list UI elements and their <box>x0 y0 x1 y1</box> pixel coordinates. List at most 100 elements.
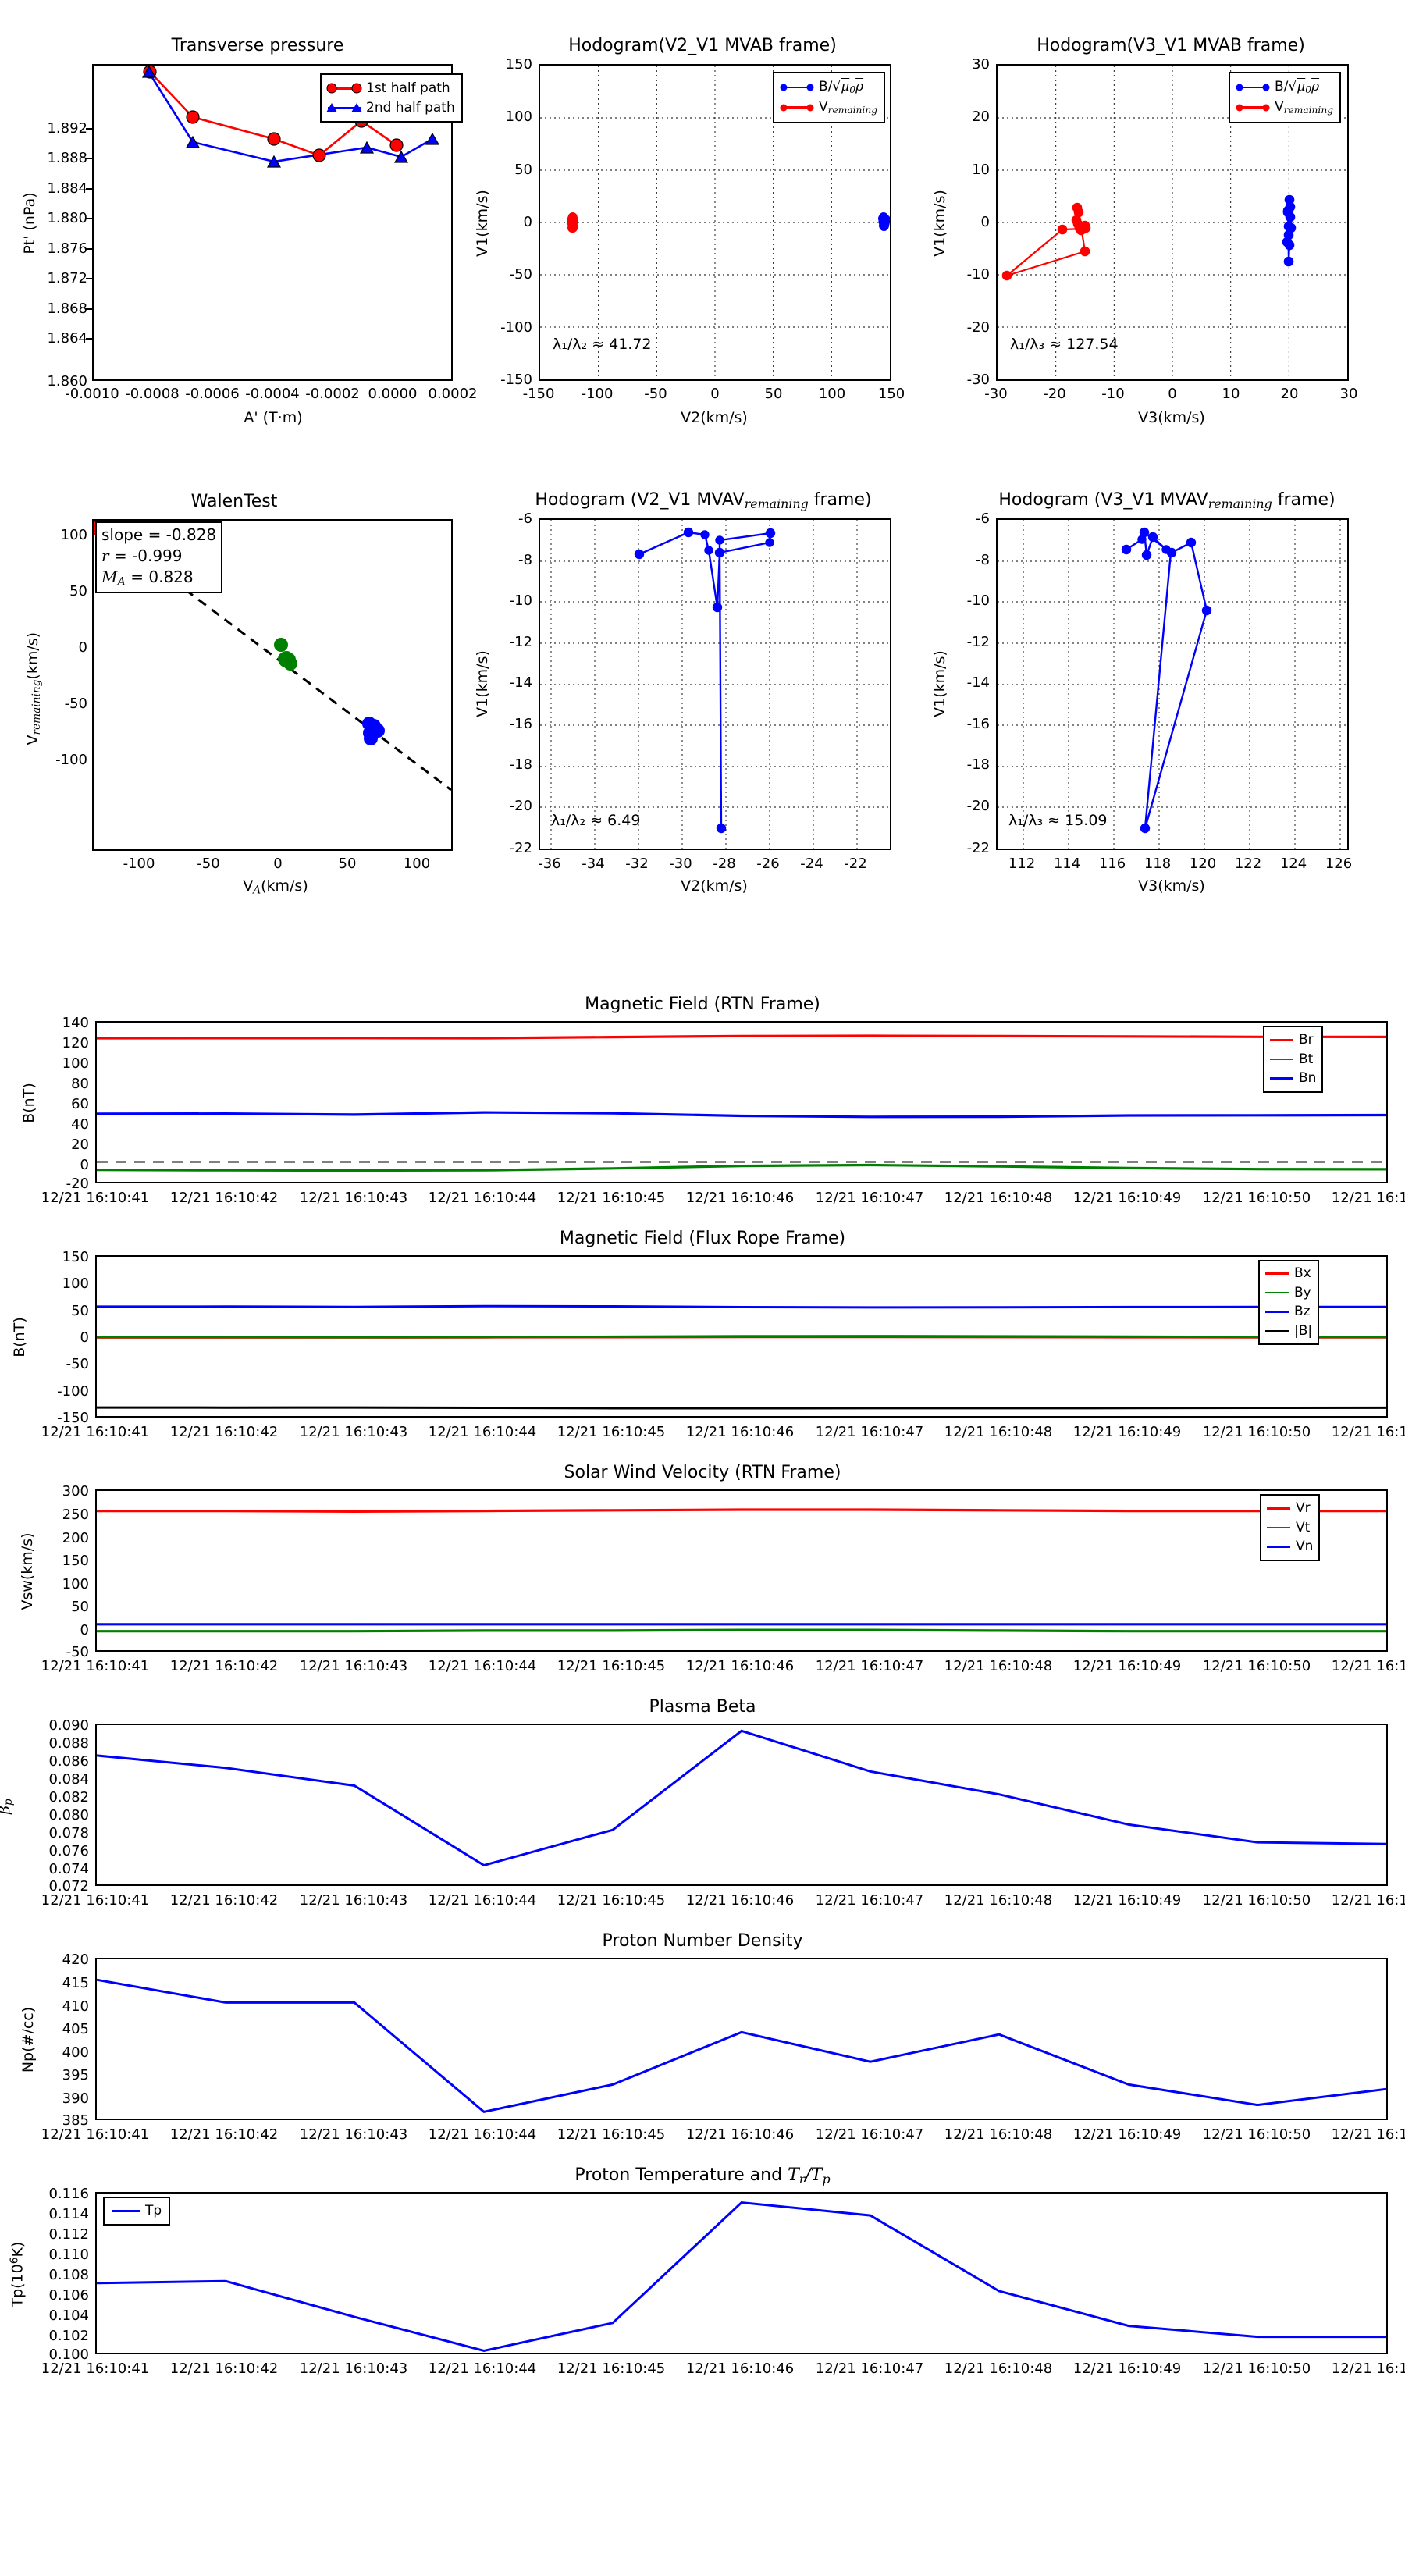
legend-swatch <box>1265 1287 1289 1298</box>
ytick: -22 <box>966 840 990 856</box>
ytick: -50 <box>509 266 532 283</box>
legend-swatch-triangle <box>326 102 362 113</box>
xtick: 12/21 16:10:44 <box>428 1190 537 1206</box>
xtick: 12/21 16:10:48 <box>944 1892 1053 1909</box>
legend-swatch <box>1270 1034 1293 1045</box>
ytick: -10 <box>966 592 990 609</box>
xtick: 12/21 16:10:43 <box>299 1190 408 1206</box>
y-axis-label: V1(km/s) <box>474 190 491 257</box>
ytick: -20 <box>966 798 990 814</box>
ytick: -8 <box>976 552 990 568</box>
ytick: 400 <box>62 2044 89 2061</box>
xtick: 114 <box>1053 856 1081 872</box>
xtick: 12/21 16:10:51 <box>1331 1658 1405 1674</box>
xtick: -30 <box>984 386 1008 402</box>
xtick: 12/21 16:10:41 <box>41 2126 150 2143</box>
y-axis-label: B(nT) <box>11 1317 28 1357</box>
legend-label: Bn <box>1299 1070 1317 1087</box>
xtick: 12/21 16:10:45 <box>557 1658 666 1674</box>
ytick: -6 <box>518 511 532 527</box>
legend-row: Bt <box>1270 1050 1316 1069</box>
y-axis-label: B(nT) <box>20 1083 37 1123</box>
legend-row: By <box>1265 1283 1312 1303</box>
xtick: 50 <box>764 386 783 402</box>
xtick: 12/21 16:10:49 <box>1072 2361 1182 2377</box>
series-vr <box>97 1508 1386 1514</box>
ytick: 100 <box>505 109 532 125</box>
legend-row: Bn <box>1270 1069 1316 1088</box>
xtick: -100 <box>123 856 155 872</box>
series-bt <box>97 1163 1386 1172</box>
ytick: 50 <box>69 583 87 600</box>
legend-row: Vt <box>1267 1518 1313 1538</box>
panel-transverse-pressure: Transverse pressure 1.892 1.888 1.884 1.… <box>0 0 477 468</box>
xtick: 12/21 16:10:49 <box>1072 1424 1182 1440</box>
ytick: 0.108 <box>48 2267 89 2283</box>
eigenvalue-ratio-annotation: λ₁/λ₂ ≈ 6.49 <box>551 812 641 829</box>
ytick: 0.110 <box>48 2247 89 2263</box>
legend-label: Vt <box>1296 1519 1311 1535</box>
ytick: -18 <box>966 756 990 773</box>
xtick: 12/21 16:10:47 <box>815 1190 924 1206</box>
ytick: 0.078 <box>48 1825 89 1841</box>
walen-stats-box: slope = -0.828 r = -0.999 MA = 0.828 <box>95 521 223 594</box>
xtick: 12/21 16:10:47 <box>815 1424 924 1440</box>
x-axis-label: V3(km/s) <box>1138 409 1205 426</box>
ytick: 100 <box>62 1576 89 1592</box>
ytick: 100 <box>60 527 87 543</box>
legend-label-b-alfven: B/√μ0ρ <box>1275 79 1320 96</box>
xtick: 12/21 16:10:43 <box>299 1424 408 1440</box>
series-canvas <box>540 520 890 849</box>
xtick: 20 <box>1280 386 1299 402</box>
xtick: 116 <box>1098 856 1126 872</box>
ytick: 20 <box>972 109 990 125</box>
legend-label: 1st half path <box>366 80 450 96</box>
xtick: 0 <box>710 386 720 402</box>
ytick: 0.072 <box>48 1878 89 1895</box>
ytick: 0 <box>80 1329 89 1346</box>
xtick: 0 <box>1168 386 1177 402</box>
series-canvas <box>97 1978 1386 2114</box>
legend-row: B/√μ0ρ <box>1236 77 1333 98</box>
legend-swatch <box>1267 1503 1290 1514</box>
series-bmag <box>97 1406 1386 1410</box>
ytick: 0.076 <box>48 1843 89 1859</box>
xtick: 12/21 16:10:44 <box>428 1892 537 1909</box>
legend-swatch <box>1265 1325 1289 1336</box>
xtick: 12/21 16:10:41 <box>41 1424 150 1440</box>
ytick: 0 <box>80 1157 89 1173</box>
plot-area <box>95 2192 1388 2354</box>
eigenvalue-ratio-annotation: λ₁/λ₃ ≈ 15.09 <box>1008 812 1108 829</box>
xtick: 10 <box>1222 386 1240 402</box>
ytick: 0 <box>78 639 87 656</box>
legend-swatch <box>1270 1073 1293 1084</box>
xtick: 12/21 16:10:50 <box>1202 1190 1311 1206</box>
legend-swatch-circle <box>326 83 362 94</box>
xtick: 12/21 16:10:45 <box>557 2126 666 2143</box>
xtick: 12/21 16:10:51 <box>1331 1190 1405 1206</box>
ytick: 50 <box>71 1599 89 1615</box>
series-canvas <box>97 2201 1386 2353</box>
y-axis-label: Np(#/cc) <box>20 2006 37 2073</box>
xtick: -0.0010 <box>65 386 119 402</box>
panel-title: Hodogram(V2_V1 MVAB frame) <box>568 36 837 55</box>
ytick: -20 <box>66 1176 89 1192</box>
xtick: 122 <box>1234 856 1262 872</box>
xtick: 12/21 16:10:42 <box>169 1658 279 1674</box>
xtick: 12/21 16:10:49 <box>1072 2126 1182 2143</box>
xtick: 12/21 16:10:42 <box>169 2361 279 2377</box>
xtick: -10 <box>1101 386 1125 402</box>
ytick: 0 <box>523 214 532 230</box>
legend-label-v-remaining: Vremaining <box>819 98 878 116</box>
ytick: 0.086 <box>48 1753 89 1770</box>
ytick: -20 <box>509 798 532 814</box>
series-canvas <box>97 1729 1386 1867</box>
ytick: 0.106 <box>48 2287 89 2304</box>
legend-swatch-line-dot <box>1236 82 1270 93</box>
ytick: -10 <box>509 592 532 609</box>
ytick: 1.868 <box>47 301 87 317</box>
legend-swatch-line-dot <box>780 82 814 93</box>
xtick: -20 <box>1043 386 1066 402</box>
series-br <box>97 1034 1386 1040</box>
legend-magnetic-field-flux-rope: Bx By Bz |B| <box>1258 1260 1320 1345</box>
